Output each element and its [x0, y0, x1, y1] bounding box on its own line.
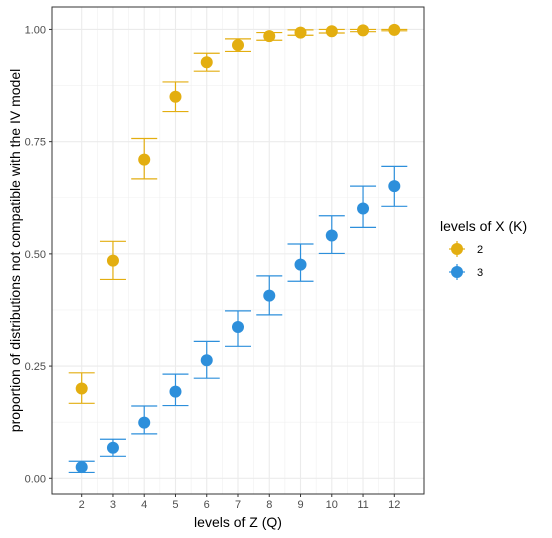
- legend-title: levels of X (K): [440, 218, 527, 234]
- legend-label: 3: [477, 267, 483, 279]
- y-tick-label: 0.25: [25, 361, 46, 373]
- data-point: [357, 202, 370, 215]
- data-point: [75, 461, 88, 474]
- data-point: [106, 254, 119, 267]
- legend-key-point: [451, 266, 463, 278]
- data-point: [294, 258, 307, 271]
- y-axis: 0.00 0.25 0.50 0.75 1.00: [25, 24, 52, 485]
- data-point: [263, 289, 276, 302]
- legend-key-point: [451, 243, 463, 255]
- data-point: [388, 23, 401, 36]
- data-point: [169, 90, 182, 103]
- data-points: [75, 23, 401, 474]
- x-tick-label: 11: [357, 499, 368, 511]
- data-point: [232, 321, 244, 334]
- x-tick-label: 5: [172, 499, 178, 511]
- legend-item: 2: [449, 241, 483, 257]
- y-tick-label: 0.00: [25, 473, 46, 485]
- x-tick-label: 4: [141, 499, 147, 511]
- x-tick-label: 9: [297, 499, 303, 511]
- data-point: [138, 153, 151, 166]
- data-point: [232, 39, 244, 52]
- data-point: [169, 385, 182, 398]
- data-point: [106, 441, 119, 454]
- data-point: [325, 25, 338, 38]
- y-tick-label: 0.50: [25, 249, 46, 261]
- x-tick-label: 6: [204, 499, 210, 511]
- y-tick-label: 0.75: [25, 137, 46, 149]
- y-axis-title: proportion of distributions not compatib…: [7, 69, 23, 432]
- data-point: [263, 30, 276, 43]
- x-axis-title: levels of Z (Q): [194, 514, 282, 530]
- data-point: [325, 229, 338, 242]
- x-tick-label: 12: [388, 499, 400, 511]
- legend-label: 2: [477, 244, 483, 256]
- data-point: [357, 24, 370, 37]
- x-tick-label: 10: [326, 499, 338, 511]
- x-tick-label: 3: [110, 499, 116, 511]
- data-point: [200, 56, 213, 69]
- data-point: [75, 382, 88, 395]
- y-tick-label: 1.00: [25, 24, 46, 36]
- data-point: [138, 416, 151, 429]
- legend: levels of X (K) 2 3: [440, 218, 527, 280]
- x-tick-label: 7: [235, 499, 241, 511]
- data-point: [294, 26, 307, 39]
- data-point: [388, 180, 401, 193]
- data-point: [200, 354, 213, 367]
- legend-item: 3: [449, 264, 483, 280]
- x-axis: 2 3 4 5 6 7 8 9 10 11 12: [79, 494, 400, 511]
- x-tick-label: 8: [266, 499, 272, 511]
- x-tick-label: 2: [79, 499, 85, 511]
